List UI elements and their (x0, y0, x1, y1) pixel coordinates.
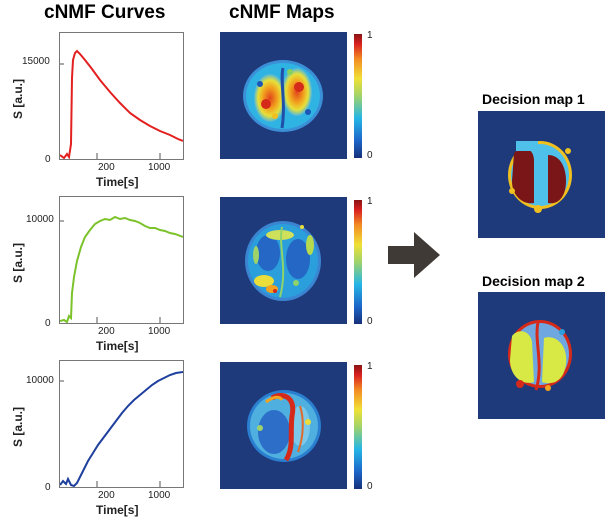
cnmf-map-2-cb-bottom: 0 (367, 316, 373, 327)
curve2-svg (60, 215, 183, 323)
cnmf-map-3-colorbar (354, 365, 362, 489)
cnmf-map-2-cb-top: 1 (367, 196, 373, 207)
cnmf-map-1-cb-top: 1 (367, 30, 373, 41)
curve1-svg (60, 49, 183, 159)
decision-map-1-title: Decision map 1 (482, 91, 585, 107)
curve3-xtick-1000: 1000 (148, 490, 171, 501)
curve3-svg (60, 371, 183, 487)
curve1-xtick-1000: 1000 (148, 162, 171, 173)
cnmf-map-2-image (245, 221, 321, 301)
curve1-line (60, 49, 183, 159)
cnmf-map-3-cb-top: 1 (367, 361, 373, 372)
cnmf-map-1-colorbar (354, 34, 362, 158)
curve1-ytick-bottom: 0 (45, 154, 51, 165)
decision-map-1 (478, 111, 605, 238)
maps-heading: cNMF Maps (229, 2, 335, 23)
cnmf-map-3 (220, 362, 347, 489)
curve3-ytick-bottom: 0 (45, 482, 51, 493)
curve2-xtick-1000: 1000 (148, 326, 171, 337)
decision-map-1-image (508, 141, 572, 213)
curve2-xlabel: Time[s] (96, 339, 139, 353)
cnmf-map-2-colorbar (354, 200, 362, 324)
curve2-plot (59, 196, 184, 324)
cnmf-map-3-image (247, 390, 321, 462)
cnmf-map-2 (220, 197, 347, 324)
curve2-ylabel: S [a.u.] (11, 242, 26, 284)
curve3-ylabel: S [a.u.] (11, 406, 26, 448)
curve2-xtick-200: 200 (98, 326, 115, 337)
cnmf-map-1-image (243, 60, 323, 132)
cnmf-map-1 (220, 32, 347, 159)
curve3-line (60, 371, 183, 487)
curve2-ytick-top: 10000 (26, 214, 54, 225)
curve1-xtick-200: 200 (98, 162, 115, 173)
curve3-xtick-200: 200 (98, 490, 115, 501)
curve1-xlabel: Time[s] (96, 175, 139, 189)
right-arrow-icon (388, 232, 440, 278)
curve1-ylabel: S [a.u.] (11, 78, 26, 120)
curve3-xlabel: Time[s] (96, 503, 139, 517)
curve3-ytick-top: 10000 (26, 375, 54, 386)
curves-heading: cNMF Curves (44, 2, 166, 23)
curve2-ytick-bottom: 0 (45, 318, 51, 329)
curve1-plot (59, 32, 184, 160)
curve2-line (60, 215, 183, 323)
curve1-ytick-top: 15000 (22, 56, 50, 67)
decision-map-2 (478, 292, 605, 419)
decision-map-2-title: Decision map 2 (482, 273, 585, 289)
cnmf-map-3-cb-bottom: 0 (367, 481, 373, 492)
decision-map-2-image (508, 320, 572, 391)
curve3-plot (59, 360, 184, 488)
cnmf-map-1-cb-bottom: 0 (367, 150, 373, 161)
